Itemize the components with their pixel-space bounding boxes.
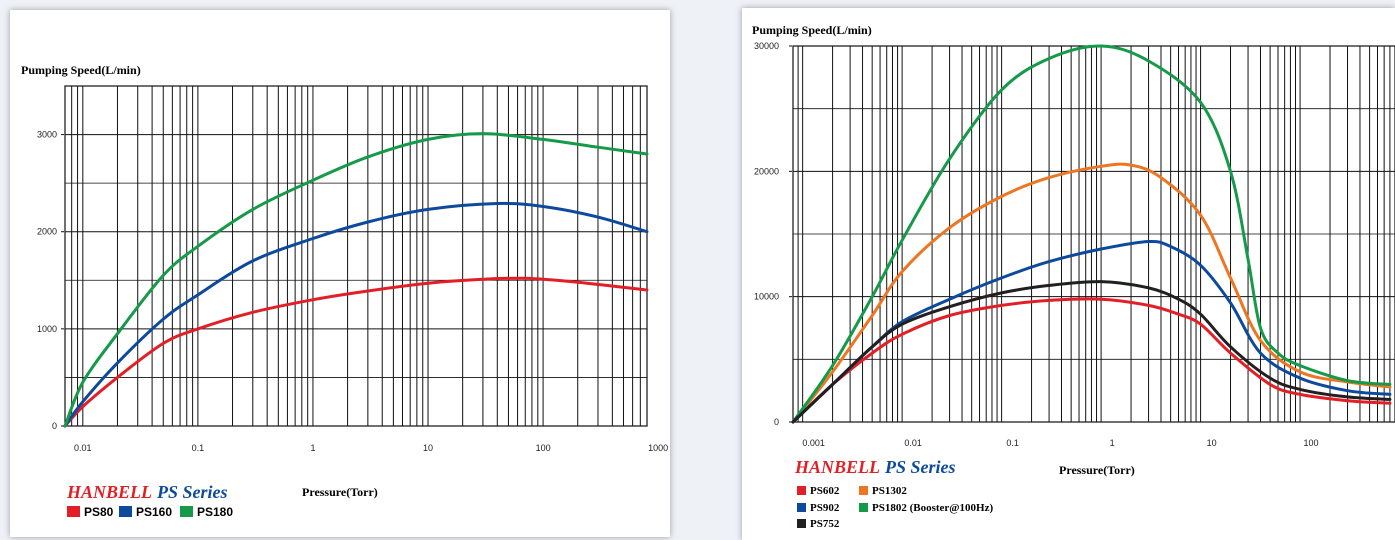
x-tick-label: 0.1 bbox=[192, 443, 205, 453]
legend-label: PS1302 bbox=[872, 485, 907, 497]
x-tick-label: 1000 bbox=[648, 443, 668, 453]
brand-title: HANBELL PS Series bbox=[66, 482, 228, 502]
x-tick-label: 10 bbox=[1207, 438, 1217, 448]
legend: PS602 PS1302 PS902 PS1802 (Booster@100Hz) PS… bbox=[797, 485, 993, 530]
legend-swatch bbox=[119, 506, 132, 517]
x-tick-label: 1 bbox=[310, 443, 315, 453]
series-line-ps1302 bbox=[791, 162, 1392, 424]
x-tick-label: 0.1 bbox=[1006, 438, 1019, 448]
chart-panel-right: Pumping Speed(L/min) 0 10000 20000 30000 0.0… bbox=[742, 8, 1395, 540]
chart-panel-left: Pumping Speed(L/min) 0 1000 2000 3000 0.01 0.… bbox=[10, 10, 670, 537]
y-axis-label: Pumping Speed(L/min) bbox=[21, 63, 141, 77]
legend-swatch bbox=[67, 506, 80, 517]
brand-title: HANBELL PS Series bbox=[794, 457, 956, 477]
y-tick-label: 0 bbox=[774, 417, 779, 427]
y-tick-label: 30000 bbox=[754, 41, 779, 51]
pumping-speed-chart-left: Pumping Speed(L/min) 0 1000 2000 3000 0.01 0.… bbox=[21, 63, 668, 519]
x-tick-label: 10 bbox=[423, 443, 433, 453]
y-tick-label: 2000 bbox=[37, 227, 57, 237]
legend-label: PS180 bbox=[197, 505, 233, 519]
y-tick-label: 3000 bbox=[37, 130, 57, 140]
grid bbox=[792, 45, 1395, 423]
x-axis-label: Pressure(Torr) bbox=[1059, 463, 1135, 477]
legend-swatch bbox=[859, 486, 868, 495]
legend: PS80 PS160 PS180 bbox=[67, 505, 233, 519]
series-line-ps752 bbox=[791, 280, 1392, 424]
tick-labels: 0 1000 2000 3000 0.01 0.1 1 10 100 1000 bbox=[37, 130, 668, 453]
series-line-ps80 bbox=[63, 276, 649, 428]
legend-label: PS602 bbox=[810, 485, 840, 497]
series-line-ps1802 bbox=[791, 44, 1392, 424]
x-axis-label: Pressure(Torr) bbox=[302, 485, 378, 499]
pumping-speed-chart-right: Pumping Speed(L/min) 0 10000 20000 30000 0.0… bbox=[752, 23, 1395, 530]
y-axis-label: Pumping Speed(L/min) bbox=[752, 23, 872, 37]
series-line-ps602 bbox=[791, 297, 1392, 424]
brand-series: PS Series bbox=[884, 457, 956, 477]
y-tick-label: 20000 bbox=[754, 166, 779, 176]
brand-name: HANBELL bbox=[66, 482, 152, 502]
legend-swatch bbox=[859, 503, 868, 512]
brand-series: PS Series bbox=[156, 482, 228, 502]
brand-name: HANBELL bbox=[794, 457, 880, 477]
x-tick-label: 0.001 bbox=[802, 438, 825, 448]
x-tick-label: 0.01 bbox=[74, 443, 92, 453]
legend-label: PS752 bbox=[810, 518, 840, 530]
x-tick-label: 100 bbox=[1304, 438, 1319, 448]
x-tick-label: 0.01 bbox=[904, 438, 922, 448]
legend-label: PS1802 (Booster@100Hz) bbox=[872, 502, 993, 514]
legend-label: PS80 bbox=[84, 505, 114, 519]
series-lines bbox=[63, 132, 649, 428]
y-tick-label: 1000 bbox=[37, 324, 57, 334]
series-line-ps160 bbox=[63, 201, 649, 428]
plot-frame bbox=[64, 85, 648, 427]
series-line-ps180 bbox=[63, 132, 649, 428]
legend-label: PS902 bbox=[810, 502, 840, 514]
legend-swatch bbox=[797, 503, 806, 512]
grid bbox=[64, 85, 648, 427]
x-tick-label: 100 bbox=[536, 443, 551, 453]
y-tick-label: 10000 bbox=[754, 292, 779, 302]
series-lines bbox=[791, 44, 1392, 424]
legend-label: PS160 bbox=[136, 505, 172, 519]
legend-swatch bbox=[180, 506, 193, 517]
legend-swatch bbox=[797, 519, 806, 528]
legend-swatch bbox=[797, 486, 806, 495]
x-tick-label: 1 bbox=[1110, 438, 1115, 448]
y-tick-label: 0 bbox=[52, 421, 57, 431]
